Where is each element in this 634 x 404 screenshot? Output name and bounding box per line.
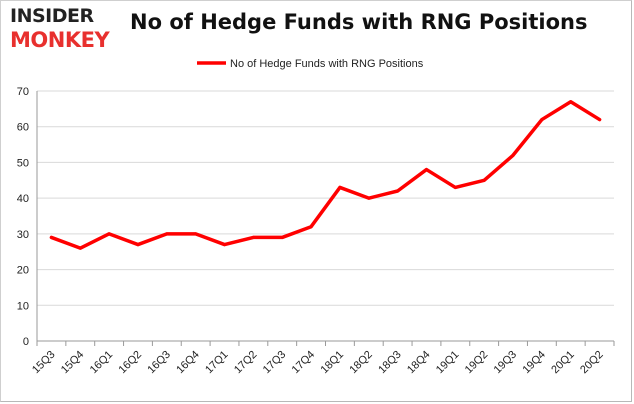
x-tick-label: 16Q4 bbox=[174, 349, 202, 377]
x-tick-label: 17Q3 bbox=[261, 349, 289, 377]
data-point bbox=[49, 235, 53, 239]
data-point bbox=[453, 185, 457, 189]
y-tick-label: 70 bbox=[17, 86, 29, 98]
data-point bbox=[194, 232, 198, 236]
x-tick-label: 17Q4 bbox=[290, 349, 318, 377]
logo-line-monkey: MONKEY bbox=[10, 28, 110, 52]
y-tick-label: 0 bbox=[23, 336, 29, 348]
data-point bbox=[598, 118, 602, 122]
x-tick-label: 18Q1 bbox=[319, 349, 347, 377]
x-tick-label: 16Q3 bbox=[145, 349, 173, 377]
x-tick-label: 15Q4 bbox=[59, 349, 87, 377]
data-point bbox=[136, 243, 140, 247]
x-tick-label: 18Q3 bbox=[376, 349, 404, 377]
data-point bbox=[367, 196, 371, 200]
x-tick-label: 18Q4 bbox=[405, 349, 433, 377]
y-tick-label: 20 bbox=[17, 265, 29, 277]
data-point bbox=[309, 225, 313, 229]
data-point bbox=[569, 100, 573, 104]
x-tick-label: 20Q2 bbox=[578, 349, 606, 377]
data-point bbox=[107, 232, 111, 236]
x-tick-label: 17Q1 bbox=[203, 349, 231, 377]
data-point bbox=[338, 185, 342, 189]
y-tick-labels: 0 10 20 30 40 50 60 70 bbox=[17, 86, 29, 348]
data-point bbox=[165, 232, 169, 236]
y-tick-label: 50 bbox=[17, 157, 29, 169]
insider-monkey-logo: INSIDER MONKEY bbox=[10, 5, 120, 53]
x-tick-label: 20Q1 bbox=[549, 349, 577, 377]
y-tick-label: 40 bbox=[17, 193, 29, 205]
x-tick-label: 19Q3 bbox=[492, 349, 520, 377]
data-point bbox=[424, 168, 428, 172]
data-point bbox=[280, 235, 284, 239]
y-tick-label: 60 bbox=[17, 122, 29, 134]
data-point bbox=[482, 178, 486, 182]
x-tick-label: 16Q2 bbox=[117, 349, 145, 377]
x-tick-label: 19Q4 bbox=[520, 349, 548, 377]
y-tick-label: 10 bbox=[17, 300, 29, 312]
series-lines bbox=[49, 99, 602, 250]
data-point bbox=[511, 153, 515, 157]
x-tick-labels: 15Q3 15Q4 16Q1 16Q2 16Q3 16Q4 17Q1 17Q2 17Q3 17Q4… bbox=[30, 349, 606, 377]
series-line-0 bbox=[49, 99, 602, 250]
data-point bbox=[78, 246, 82, 250]
y-tick-label: 30 bbox=[17, 229, 29, 241]
logo-line-insider: INSIDER bbox=[10, 5, 94, 27]
chart-title: No of Hedge Funds with RNG Positions bbox=[130, 10, 588, 34]
data-point bbox=[540, 118, 544, 122]
x-tick-label: 17Q2 bbox=[232, 349, 260, 377]
axes bbox=[36, 91, 615, 346]
gridlines bbox=[37, 90, 614, 306]
x-tick-label: 19Q1 bbox=[434, 349, 462, 377]
data-point bbox=[223, 243, 227, 247]
x-tick-label: 19Q2 bbox=[463, 349, 491, 377]
data-point bbox=[396, 189, 400, 193]
legend: No of Hedge Funds with RNG Positions bbox=[197, 58, 424, 70]
x-tick-label: 15Q3 bbox=[30, 349, 58, 377]
legend-label: No of Hedge Funds with RNG Positions bbox=[230, 58, 424, 70]
x-tick-label: 18Q2 bbox=[347, 349, 375, 377]
x-tick-label: 16Q1 bbox=[88, 349, 116, 377]
data-point bbox=[251, 235, 255, 239]
